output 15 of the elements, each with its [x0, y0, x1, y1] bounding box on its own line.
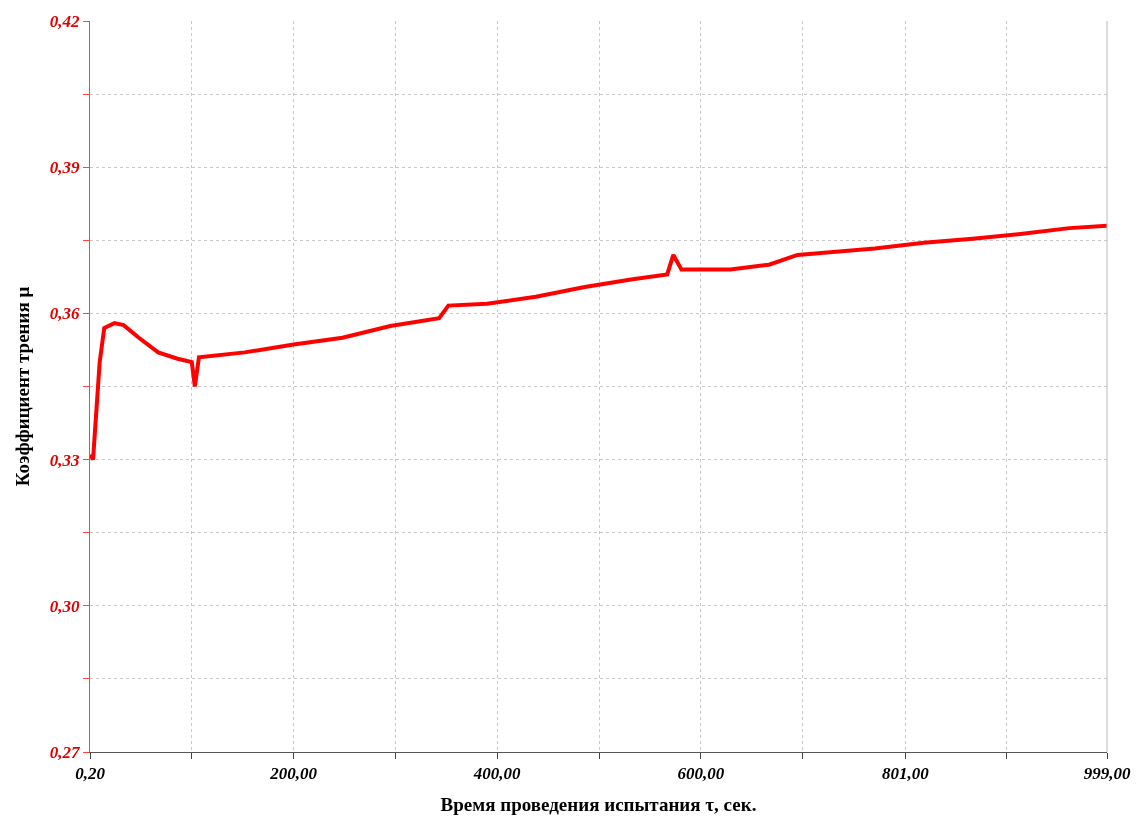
x-tick-label: 600,00: [677, 764, 725, 784]
x-tick-label: 0,20: [75, 764, 106, 784]
y-tick-label: 0,30: [49, 596, 81, 616]
x-tick-label: 801,00: [882, 764, 930, 784]
x-tick-label: 999,00: [1083, 764, 1131, 784]
y-tick-label: 0,39: [49, 158, 81, 178]
line-series: [90, 223, 1107, 462]
y-tick-label: 0,36: [49, 304, 81, 324]
y-tick-label: 0,42: [49, 11, 81, 31]
x-axis-title: Время проведения испытания τ, сек.: [440, 794, 757, 816]
y-tick-label: 0,27: [49, 742, 82, 762]
y-tick-label: 0,33: [49, 450, 81, 470]
x-tick-label: 400,00: [472, 764, 522, 784]
x-tick-label: 200,00: [269, 764, 318, 784]
y-axis-title: Коэффициент трения μ: [11, 286, 33, 487]
